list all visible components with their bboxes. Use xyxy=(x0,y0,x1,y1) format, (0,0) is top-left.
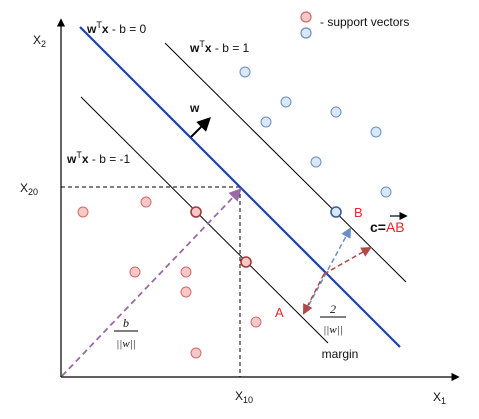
negative-point xyxy=(250,316,262,328)
margin-arrow-upper xyxy=(323,246,372,275)
positive-point xyxy=(280,96,292,108)
point-a-label: A xyxy=(275,305,284,320)
margin-label: margin xyxy=(322,347,359,361)
positive-point xyxy=(370,126,382,138)
positive-point xyxy=(239,66,251,78)
positive-class-points xyxy=(239,66,392,218)
margin-arrow-lower xyxy=(303,273,325,315)
positive-point xyxy=(310,156,322,168)
hyperplane-positive xyxy=(164,42,407,283)
negative-point xyxy=(190,347,202,359)
negative-support-vector xyxy=(190,206,202,218)
legend: - support vectors xyxy=(300,11,409,39)
positive-support-vector xyxy=(330,206,342,218)
b-distance-arrow xyxy=(61,188,242,377)
normal-vector-label: w xyxy=(189,101,200,115)
margin-fraction: 2 ||w|| xyxy=(320,302,346,336)
point-b-label: B xyxy=(354,205,363,220)
negative-point xyxy=(180,286,192,298)
y-axis-label: X2 xyxy=(33,33,46,49)
b-numerator: b xyxy=(123,316,129,330)
hyperplane-negative-label: wTx - b = -1 xyxy=(66,150,131,166)
x-tick-label: X10 xyxy=(235,389,253,405)
negative-point xyxy=(180,266,192,278)
negative-point xyxy=(129,266,141,278)
hyperplane-positive-label: wTx - b = 1 xyxy=(189,39,250,55)
vector-to-b-arrow xyxy=(304,227,352,313)
positive-point xyxy=(380,186,392,198)
normal-vector-arrow xyxy=(190,117,211,138)
legend-label: - support vectors xyxy=(320,15,409,29)
hyperplane-main-label: wTx - b = 0 xyxy=(86,20,147,36)
b-over-w-fraction: b ||w|| xyxy=(114,316,138,350)
hyperplane-main xyxy=(79,26,401,348)
b-denominator: ||w|| xyxy=(116,338,135,350)
legend-red-swatch xyxy=(300,11,312,23)
positive-point xyxy=(330,106,342,118)
x-axis-label: X1 xyxy=(433,390,446,406)
y-tick-label: X20 xyxy=(20,181,38,197)
positive-point xyxy=(260,116,272,128)
legend-blue-swatch xyxy=(300,27,312,39)
hyperplane-negative xyxy=(80,96,329,344)
margin-denominator: ||w|| xyxy=(323,324,342,336)
margin-numerator: 2 xyxy=(330,302,336,316)
negative-support-vector xyxy=(240,256,252,268)
negative-point xyxy=(140,196,152,208)
negative-point xyxy=(77,206,89,218)
c-equation: c=AB xyxy=(370,219,405,235)
negative-class-points xyxy=(77,196,262,359)
